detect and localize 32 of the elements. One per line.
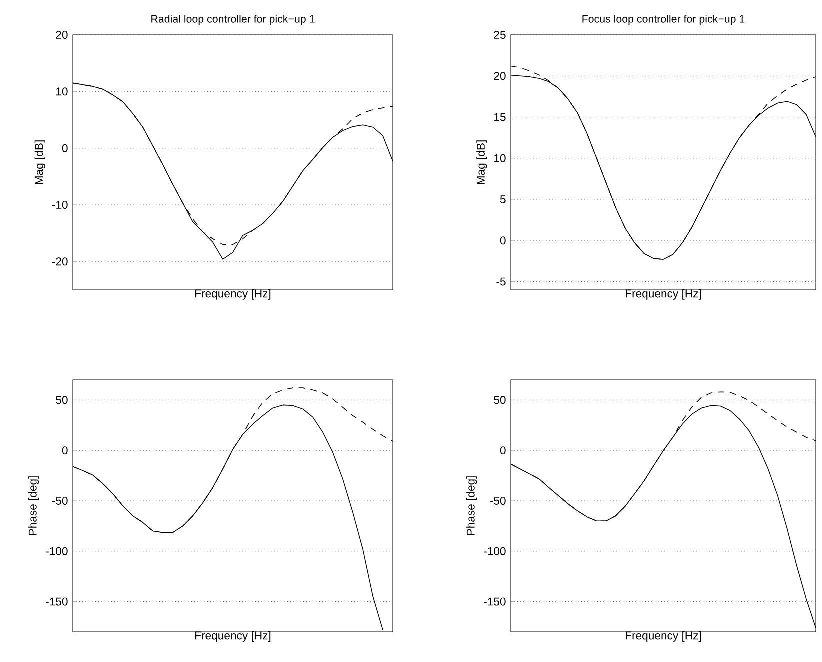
y-tick-label: 50 [56, 396, 68, 404]
y-tick-label: 15 [494, 113, 506, 122]
y-axis-title: Mag [dB] [476, 140, 488, 184]
y-axis-title: Phase [deg] [466, 476, 478, 536]
y-axis-title: Mag [dB] [34, 140, 46, 184]
y-tick-label: 50 [494, 396, 506, 404]
y-tick-label: 25 [494, 31, 506, 40]
y-tick-label: 0 [500, 446, 506, 455]
y-tick-label: 5 [500, 196, 506, 204]
y-tick-label: -10 [52, 201, 68, 210]
y-tick-label: 10 [494, 154, 506, 162]
y-tick-label: -50 [490, 496, 506, 505]
x-axis-title: Frequency [Hz] [626, 289, 702, 300]
y-tick-label: 0 [62, 144, 68, 152]
y-tick-label: 0 [62, 446, 68, 455]
x-axis-title: Frequency [Hz] [626, 631, 702, 642]
chart-title: Radial loop controller for pick−up 1 [152, 15, 315, 25]
y-tick-label: -5 [496, 278, 506, 286]
y-tick-label: -150 [484, 598, 506, 606]
y-tick-label: -100 [484, 547, 506, 556]
x-axis-title: Frequency [Hz] [196, 289, 271, 300]
x-axis-title: Frequency [Hz] [196, 631, 271, 642]
y-tick-label: -150 [46, 598, 68, 606]
y-tick-label: 20 [56, 31, 68, 40]
y-axis-title: Phase [deg] [28, 476, 40, 536]
chart-title: Focus loop controller for pick−up 1 [582, 15, 745, 25]
y-tick-label: 20 [494, 72, 506, 80]
y-tick-label: -50 [52, 496, 68, 505]
y-tick-label: 0 [500, 236, 506, 245]
y-tick-label: 10 [56, 88, 68, 96]
y-tick-label: -20 [52, 258, 68, 266]
y-tick-label: -100 [46, 547, 68, 556]
